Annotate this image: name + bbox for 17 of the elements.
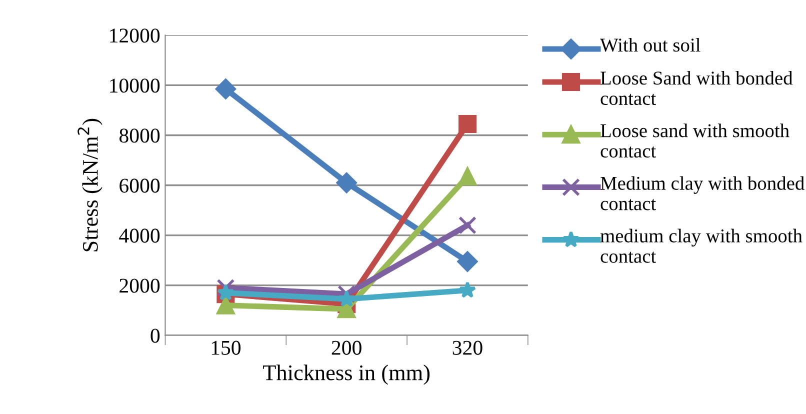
y-tick-label: 12000: [110, 28, 160, 43]
y-tick-label: 4000: [119, 228, 160, 243]
legend-label: With out soil: [600, 38, 700, 52]
x-tick-label: 320: [452, 340, 482, 355]
y-axis-title: Stress (kN/m$^{2}$): [78, 118, 102, 252]
legend-label: medium clay with smooth contact: [600, 228, 802, 263]
x-axis-title: Thickness in (mm): [263, 364, 430, 385]
x-tick-label: 200: [332, 340, 362, 355]
legend-label: Loose Sand with bonded contact: [600, 71, 793, 106]
legend-label: Loose sand with smooth contact: [600, 124, 790, 158]
legend-label: Medium clay with bonded contact: [600, 176, 804, 210]
y-tick-label: 6000: [120, 178, 160, 193]
y-tick-label: 0: [150, 328, 160, 343]
y-tick-label: 2000: [120, 278, 160, 293]
x-tick-label: 150: [212, 340, 241, 355]
y-tick-label: 8000: [119, 128, 160, 143]
y-tick-label: 10000: [110, 78, 160, 93]
